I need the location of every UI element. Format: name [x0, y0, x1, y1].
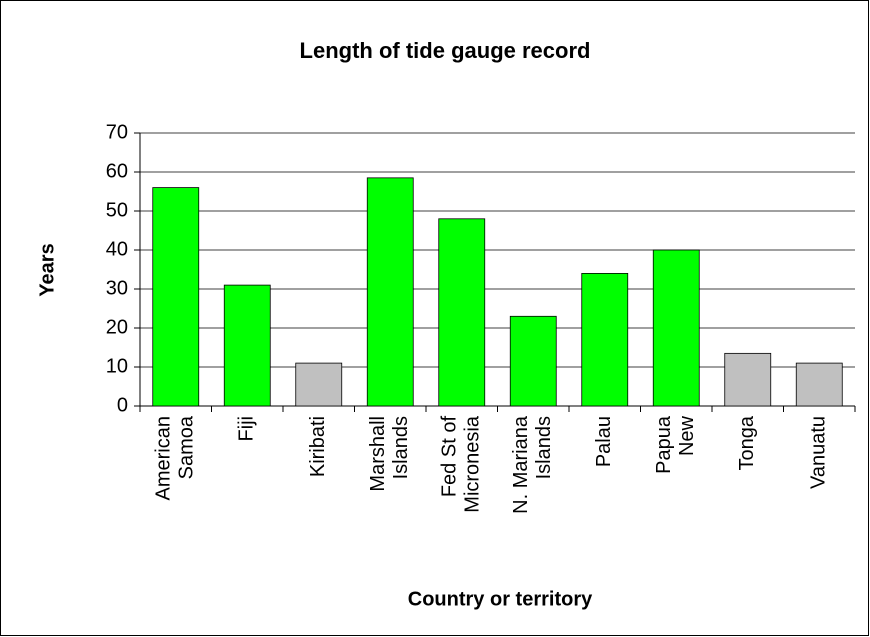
- bar: [795, 362, 843, 407]
- x-tick-label: Palau: [593, 416, 615, 467]
- bar: [509, 315, 557, 407]
- y-tick-label: 30: [106, 277, 128, 299]
- y-tick-label: 10: [106, 355, 128, 377]
- x-tick-label: N. MarianaIslands: [510, 415, 555, 514]
- chart-title: Length of tide gauge record: [300, 38, 591, 63]
- bar: [152, 187, 200, 407]
- x-tick-label: Tonga: [736, 415, 758, 470]
- x-tick-label: Fed St ofMicronesia: [439, 415, 484, 513]
- bar: [652, 249, 700, 407]
- x-tick-label: PapuaNew: [653, 415, 698, 474]
- x-tick-label: Fiji: [236, 416, 258, 442]
- y-tick-label: 40: [106, 238, 128, 260]
- bar: [438, 218, 486, 407]
- x-axis-label: Country or territory: [408, 588, 593, 610]
- bar: [581, 272, 629, 407]
- x-tick-label: MarshallIslands: [367, 416, 412, 492]
- bar: [295, 362, 343, 407]
- bar: [724, 352, 772, 407]
- x-tick-label: Vanuatu: [808, 416, 830, 489]
- y-tick-label: 50: [106, 199, 128, 221]
- y-axis-label: Years: [36, 243, 58, 296]
- bar: [366, 177, 414, 407]
- y-tick-label: 70: [106, 121, 128, 143]
- y-tick-label: 0: [117, 394, 128, 416]
- x-tick-label: AmericanSamoa: [153, 415, 198, 500]
- y-tick-label: 60: [106, 160, 128, 182]
- bar: [223, 284, 271, 407]
- x-tick-label: Kiribati: [307, 416, 329, 477]
- y-tick-label: 20: [106, 316, 128, 338]
